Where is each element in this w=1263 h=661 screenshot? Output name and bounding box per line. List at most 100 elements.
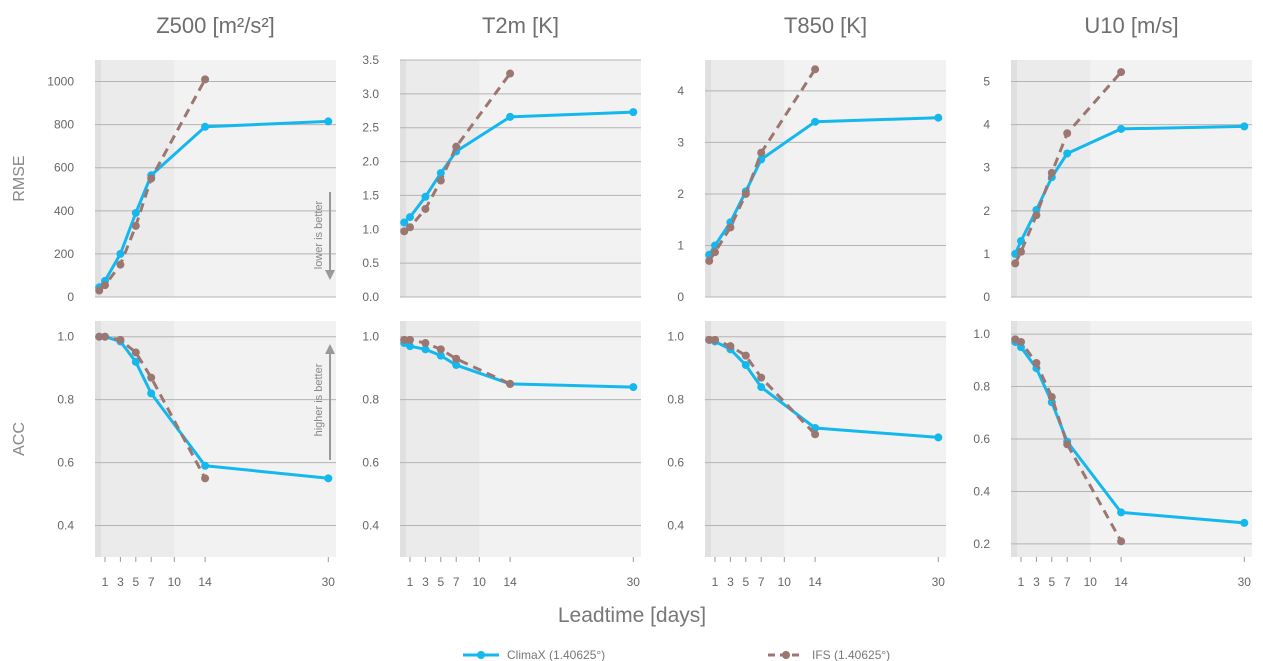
y-tick-label: 0.0 <box>362 290 379 304</box>
ifs-line <box>1013 71 1123 265</box>
climax-point <box>406 213 415 222</box>
ifs-point <box>811 430 820 439</box>
x-tick-label: 3 <box>422 575 429 589</box>
climax-point <box>811 117 820 126</box>
climax-point <box>116 249 125 258</box>
ifs-point <box>452 142 461 151</box>
y-tick-label: 1 <box>677 238 684 252</box>
panel-rmse-t2m: 0.0 0.5 1.0 1.5 2.0 2.5 3.0 3.5 T2m [K] <box>362 13 641 304</box>
y-tick-label: 0.6 <box>57 456 74 470</box>
climax-point <box>1017 236 1026 245</box>
panel-acc-z500: 0.4 0.6 0.8 1.0 1 3 5 7 10 14 30 ACC higher is bette… <box>11 321 336 589</box>
y-tick-label: 0.4 <box>973 484 990 498</box>
climax-point <box>400 218 409 227</box>
panel-rmse-u10: 0 1 2 3 4 5 U10 [m/s] <box>983 13 1252 304</box>
y-tick-label: 200 <box>54 247 74 261</box>
legend-ifs: IFS (1.40625°) <box>812 648 890 661</box>
lower-is-better-annotation: lower is better <box>313 200 325 269</box>
ifs-point <box>131 221 140 230</box>
x-tick-label: 30 <box>627 575 641 589</box>
ifs-point <box>726 342 735 351</box>
x-tick-label: 14 <box>198 575 212 589</box>
climax-point <box>757 383 766 392</box>
climax-point <box>629 383 638 392</box>
ifs-point <box>1011 259 1020 268</box>
y-tick-label: 0.8 <box>973 380 990 394</box>
legend-climax: ClimaX (1.40625°) <box>507 648 605 661</box>
y-tick-label: 0.5 <box>362 256 379 270</box>
x-tick-label: 14 <box>808 575 822 589</box>
ifs-point <box>1047 168 1056 177</box>
climax-point <box>1240 518 1249 527</box>
legend: ClimaX (1.40625°) IFS (1.40625°) <box>463 648 890 661</box>
ifs-point <box>436 176 445 185</box>
y-tick-label: 0.6 <box>973 432 990 446</box>
ifs-point <box>741 189 750 198</box>
ifs-point <box>1017 337 1026 346</box>
y-tick-label: 1.5 <box>362 188 379 202</box>
arrow-head-icon <box>325 344 335 354</box>
climax-point <box>1117 124 1126 133</box>
ifs-point <box>436 345 445 354</box>
climax-point <box>201 122 210 131</box>
ifs-point <box>705 335 714 344</box>
x-tick-label: 30 <box>1238 575 1252 589</box>
climax-point <box>452 361 461 370</box>
x-tick-label: 7 <box>453 575 460 589</box>
y-tick-label: 1.0 <box>362 330 379 344</box>
x-tick-label: 5 <box>132 575 139 589</box>
ifs-point <box>400 335 409 344</box>
climax-point <box>421 192 430 201</box>
x-tick-label: 1 <box>407 575 414 589</box>
ifs-point <box>95 332 104 341</box>
y-tick-label: 4 <box>677 84 684 98</box>
climax-point <box>421 345 430 354</box>
y-tick-label: 0.2 <box>973 537 990 551</box>
climax-point <box>436 169 445 178</box>
x-tick-label: 10 <box>473 575 487 589</box>
y-tick-label: 2 <box>983 204 990 218</box>
ifs-point <box>101 332 110 341</box>
y-tick-label: 5 <box>983 75 990 89</box>
climax-point <box>934 113 943 122</box>
x-tick-label: 14 <box>503 575 517 589</box>
ifs-point <box>711 335 720 344</box>
x-tick-label: 3 <box>117 575 124 589</box>
panel-rmse-z500: 0 200 400 600 800 1000 Z500 [m²/s²] RMSE lower i… <box>11 13 336 304</box>
shaded-span <box>101 60 175 297</box>
ifs-point <box>116 260 125 269</box>
ifs-point <box>705 256 714 265</box>
x-tick-label: 5 <box>437 575 444 589</box>
ifs-point <box>506 379 515 388</box>
climax-point <box>324 474 333 483</box>
y-tick-label: 0 <box>677 290 684 304</box>
climax-point <box>324 117 333 126</box>
y-tick-label: 0.6 <box>667 456 684 470</box>
panel-acc-t2m: 0.4 0.6 0.8 1.0 1 3 5 7 10 14 30 <box>362 321 641 589</box>
y-tick-label: 3 <box>983 161 990 175</box>
arrow-head-icon <box>325 270 335 280</box>
climax-point <box>741 361 750 370</box>
shaded-span <box>705 60 712 297</box>
climax-point <box>1117 508 1126 517</box>
x-tick-label: 7 <box>148 575 155 589</box>
ifs-point <box>400 227 409 236</box>
ifs-point <box>506 69 515 78</box>
ifs-point <box>406 335 415 344</box>
ifs-point <box>95 286 104 295</box>
shaded-span <box>400 60 407 297</box>
y-tick-label: 0 <box>67 290 74 304</box>
climax-point <box>131 208 140 217</box>
panel-title: U10 [m/s] <box>1084 13 1178 38</box>
ifs-point <box>116 335 125 344</box>
ifs-point <box>1032 358 1041 367</box>
y-tick-label: 0.4 <box>667 519 684 533</box>
x-tick-label: 30 <box>932 575 946 589</box>
higher-is-better-annotation: higher is better <box>313 363 325 436</box>
y-tick-label: 1.0 <box>57 330 74 344</box>
climax-point <box>131 357 140 366</box>
y-tick-label: 1 <box>983 247 990 261</box>
panel-title: T2m [K] <box>482 13 559 38</box>
y-tick-label: 2.5 <box>362 121 379 135</box>
